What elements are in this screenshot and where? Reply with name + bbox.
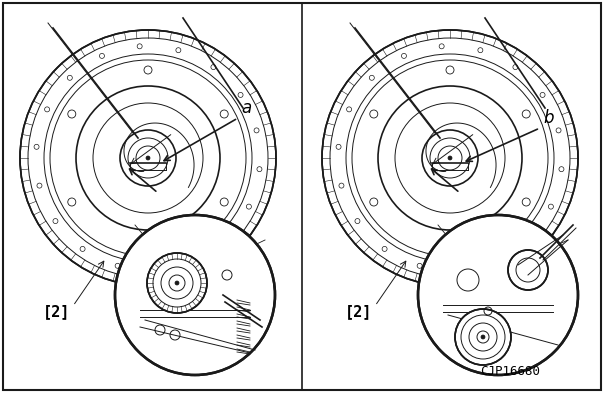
Circle shape (175, 281, 179, 285)
Circle shape (508, 250, 548, 290)
Text: [2]: [2] (43, 304, 71, 319)
Circle shape (448, 156, 452, 160)
Text: b: b (543, 109, 553, 127)
Circle shape (20, 30, 276, 286)
Text: a: a (241, 99, 251, 117)
Text: [2]: [2] (345, 304, 373, 319)
Text: CJP16680: CJP16680 (480, 365, 540, 378)
Circle shape (322, 30, 578, 286)
Circle shape (147, 253, 207, 313)
Circle shape (418, 215, 578, 375)
Circle shape (455, 309, 511, 365)
Circle shape (146, 156, 150, 160)
Circle shape (481, 335, 485, 339)
Circle shape (115, 215, 275, 375)
